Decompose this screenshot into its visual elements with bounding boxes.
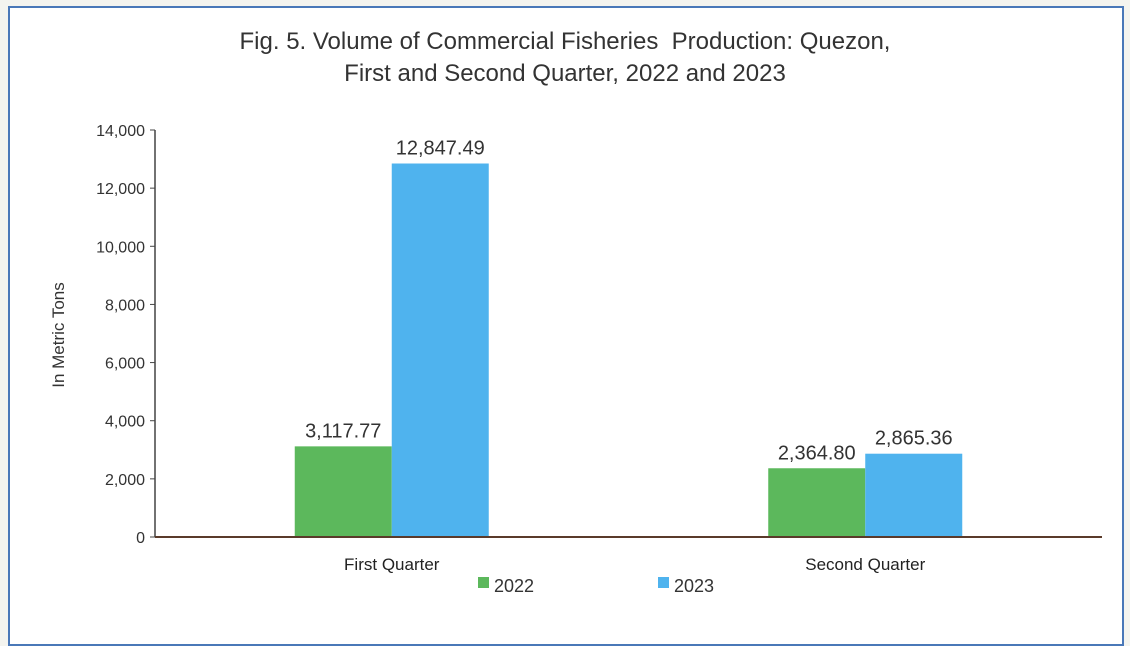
bar-2022-0 (294, 446, 392, 537)
x-category-label: Second Quarter (805, 555, 925, 574)
legend: 2022 2023 (478, 576, 714, 596)
data-label: 2,865.36 (875, 428, 953, 450)
data-label: 3,117.77 (305, 420, 381, 442)
y-tick-label: 6,000 (105, 356, 145, 373)
y-tick-label: 2,000 (105, 472, 145, 489)
chart-title-line-2: First and Second Quarter, 2022 and 2023 (344, 60, 786, 87)
data-labels: 3,117.77 12,847.49 2,364.80 2,865.36 (305, 138, 953, 465)
x-category-label: First Quarter (344, 555, 440, 574)
chart-title: Fig. 5. Volume of Commercial Fisheries P… (0, 26, 1130, 90)
y-tick-label: 8,000 (105, 297, 145, 314)
y-tick-label: 14,000 (96, 123, 145, 140)
y-axis-label: In Metric Tons (49, 282, 68, 388)
bar-2023-0 (391, 163, 489, 537)
y-tick-label: 10,000 (96, 239, 145, 256)
bar-2022-1 (768, 468, 866, 537)
chart-title-line-1: Fig. 5. Volume of Commercial Fisheries P… (239, 28, 891, 55)
legend-swatch-2023 (658, 577, 669, 588)
chart-frame (8, 6, 1124, 646)
y-axis: 0 2,000 4,000 6,000 8,000 10,000 12,000 14,000 (96, 123, 156, 547)
legend-label-2023: 2023 (674, 576, 714, 596)
legend-label-2022: 2022 (494, 576, 534, 596)
data-label: 2,364.80 (778, 442, 856, 464)
bars (294, 163, 963, 537)
bar-2023-1 (865, 453, 963, 537)
data-label: 12,847.49 (396, 138, 485, 160)
x-axis: First Quarter Second Quarter (155, 536, 1102, 574)
y-tick-label: 12,000 (96, 181, 145, 198)
y-tick-label: 4,000 (105, 414, 145, 431)
bar-chart: 02,0004,0006,0008,00010,00012,00014,000 … (49, 123, 1102, 596)
legend-swatch-2022 (478, 577, 489, 588)
y-tick-label: 0 (136, 530, 145, 547)
